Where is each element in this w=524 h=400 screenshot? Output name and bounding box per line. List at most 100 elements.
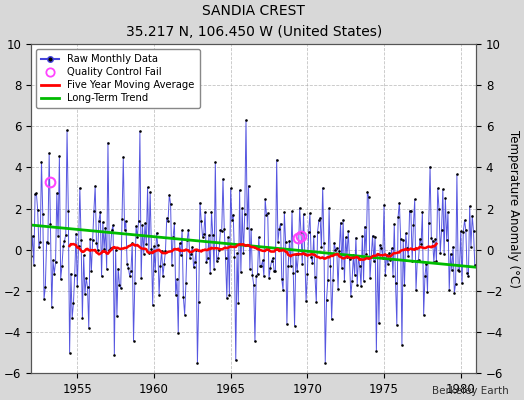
- Point: [319, 185, 327, 191]
- Point: [144, 184, 152, 190]
- Point: [260, 273, 268, 280]
- Point: [253, 271, 261, 277]
- Point: [374, 251, 382, 257]
- Point: [372, 348, 380, 354]
- Point: [450, 290, 458, 296]
- Point: [226, 185, 235, 192]
- Point: [408, 258, 417, 264]
- Point: [280, 209, 289, 216]
- Point: [183, 236, 191, 243]
- Point: [314, 217, 323, 224]
- Point: [214, 254, 222, 261]
- Point: [335, 248, 344, 254]
- Point: [171, 292, 180, 298]
- Point: [397, 236, 405, 242]
- Point: [248, 272, 257, 278]
- Point: [118, 216, 126, 222]
- Point: [326, 263, 334, 270]
- Point: [188, 244, 196, 250]
- Point: [292, 251, 300, 257]
- Point: [265, 274, 273, 281]
- Point: [104, 140, 112, 146]
- Point: [100, 246, 108, 252]
- Point: [246, 266, 254, 272]
- Point: [106, 245, 115, 252]
- Point: [294, 250, 302, 257]
- Point: [389, 272, 397, 279]
- Point: [470, 228, 478, 234]
- Point: [74, 243, 83, 250]
- Point: [400, 282, 409, 288]
- Point: [156, 263, 165, 269]
- Point: [125, 273, 134, 280]
- Point: [320, 240, 328, 247]
- Point: [439, 186, 447, 193]
- Point: [351, 272, 359, 278]
- Point: [46, 221, 54, 228]
- Point: [112, 247, 120, 254]
- Point: [312, 299, 321, 306]
- Point: [412, 287, 420, 294]
- Point: [257, 263, 266, 269]
- Point: [349, 252, 357, 258]
- Point: [187, 250, 195, 257]
- Point: [371, 234, 379, 240]
- Point: [233, 250, 241, 256]
- Point: [409, 222, 418, 228]
- Point: [422, 260, 430, 267]
- Point: [252, 273, 260, 279]
- Point: [293, 268, 301, 274]
- Point: [142, 241, 150, 248]
- Point: [348, 278, 356, 284]
- Point: [67, 270, 75, 277]
- Point: [366, 275, 374, 281]
- Legend: Raw Monthly Data, Quality Control Fail, Five Year Moving Average, Long-Term Tren: Raw Monthly Data, Quality Control Fail, …: [36, 49, 200, 108]
- Point: [128, 240, 136, 246]
- Point: [168, 262, 176, 268]
- Point: [234, 300, 243, 306]
- Point: [32, 190, 40, 196]
- Point: [352, 234, 360, 241]
- Point: [358, 233, 366, 240]
- Point: [464, 273, 473, 279]
- Point: [395, 200, 403, 206]
- Point: [410, 196, 419, 203]
- Point: [54, 233, 62, 239]
- Point: [445, 287, 453, 294]
- Point: [407, 208, 415, 214]
- Point: [124, 264, 133, 271]
- Point: [438, 226, 446, 233]
- Point: [138, 222, 147, 228]
- Point: [212, 258, 221, 264]
- Point: [136, 128, 144, 134]
- Point: [231, 254, 239, 260]
- Point: [403, 245, 411, 251]
- Point: [321, 360, 330, 366]
- Point: [174, 330, 182, 336]
- Point: [208, 208, 216, 215]
- Point: [429, 238, 437, 245]
- Point: [36, 238, 45, 245]
- Point: [228, 216, 236, 223]
- Point: [63, 127, 71, 134]
- Point: [191, 258, 199, 265]
- Point: [256, 262, 264, 269]
- Point: [101, 225, 110, 231]
- Point: [361, 223, 369, 230]
- Point: [324, 277, 332, 283]
- Point: [267, 258, 276, 264]
- Point: [262, 212, 270, 218]
- Point: [386, 257, 395, 263]
- Point: [28, 233, 37, 239]
- Point: [328, 316, 336, 323]
- Point: [463, 270, 471, 276]
- Point: [255, 234, 263, 240]
- Point: [221, 255, 230, 262]
- Point: [362, 251, 370, 258]
- Point: [420, 312, 428, 318]
- Point: [356, 263, 364, 270]
- Point: [414, 256, 423, 263]
- Point: [237, 269, 245, 275]
- Point: [441, 195, 450, 202]
- Point: [92, 240, 101, 246]
